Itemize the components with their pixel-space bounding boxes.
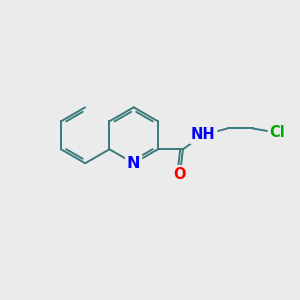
Text: O: O: [174, 167, 186, 182]
Text: Cl: Cl: [269, 125, 285, 140]
Text: N: N: [127, 156, 140, 171]
Text: NH: NH: [191, 128, 216, 142]
